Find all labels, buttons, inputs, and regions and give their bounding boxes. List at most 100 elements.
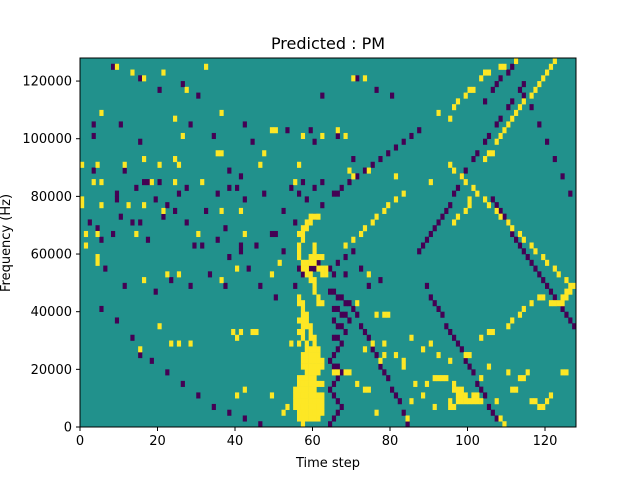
heatmap-cell-low	[142, 179, 147, 186]
heatmap-cell-high	[80, 196, 85, 203]
heatmap-cell-high	[180, 132, 185, 140]
heatmap-cell-high	[490, 328, 495, 336]
heatmap-cell-high	[568, 282, 573, 289]
heatmap-cell-high	[471, 398, 476, 405]
heatmap-cell-high	[362, 346, 368, 353]
chart-title: Predicted : PM	[271, 34, 385, 53]
heatmap-cell-low	[188, 282, 193, 289]
heatmap-cell-high	[564, 288, 569, 295]
heatmap-cell-high	[533, 398, 538, 405]
heatmap-cell-high	[347, 167, 352, 174]
heatmap-cell-high	[463, 92, 468, 99]
heatmap-cell-low	[223, 225, 228, 232]
y-tick-label: 40000	[31, 305, 72, 320]
x-tick-label: 20	[149, 434, 166, 449]
heatmap-cell-high	[308, 409, 313, 416]
heatmap-cell-high	[312, 213, 317, 220]
heatmap-cell-high	[533, 248, 538, 255]
plot-area	[79, 57, 577, 428]
heatmap-cell-high	[312, 248, 317, 255]
heatmap-cell-low	[293, 219, 298, 226]
heatmap-cell-high	[510, 115, 515, 122]
heatmap-cell-high	[308, 259, 313, 266]
y-tick-label: 100000	[22, 132, 72, 147]
heatmap-cell-high	[393, 173, 399, 180]
heatmap-cell-high	[459, 392, 464, 399]
heatmap-cell-low	[103, 265, 108, 272]
heatmap-cell-low	[436, 219, 441, 226]
heatmap-cell-high	[304, 398, 309, 405]
heatmap-cell-low	[355, 173, 360, 180]
heatmap-cell-high	[374, 409, 379, 416]
heatmap-cell-low	[428, 230, 433, 238]
heatmap-cell-high	[316, 415, 321, 422]
heatmap-cell-low	[130, 334, 135, 341]
x-tick-label: 100	[455, 434, 480, 449]
heatmap-cell-high	[312, 259, 317, 266]
heatmap-cell-low	[258, 421, 263, 428]
heatmap-cell-low	[351, 248, 356, 255]
heatmap-cell-high	[545, 259, 550, 266]
heatmap-cell-low	[215, 190, 220, 197]
heatmap-cell-high	[444, 375, 449, 382]
heatmap-cell-high	[521, 98, 526, 105]
heatmap-cell-high	[494, 398, 499, 405]
heatmap-cell-low	[235, 184, 240, 191]
heatmap-cell-high	[308, 277, 313, 284]
heatmap-cell-high	[479, 375, 484, 382]
heatmap-cell-low	[498, 207, 503, 214]
heatmap-cell-low	[331, 334, 337, 341]
heatmap-cell-high	[312, 409, 317, 416]
heatmap-cell-high	[157, 161, 162, 168]
heatmap-cell-high	[351, 236, 356, 243]
heatmap-cell-low	[223, 282, 228, 289]
heatmap-cell-high	[312, 242, 317, 249]
heatmap-cell-low	[242, 196, 247, 203]
heatmap-cell-high	[300, 236, 306, 243]
heatmap-cell-low	[227, 409, 232, 416]
heatmap-cell-high	[184, 86, 189, 93]
heatmap-cell-high	[258, 161, 263, 168]
heatmap-cell-high	[564, 277, 569, 284]
heatmap-cell-low	[254, 242, 259, 249]
heatmap-cell-high	[560, 369, 565, 376]
heatmap-cell-low	[200, 242, 205, 249]
heatmap-cell-high	[517, 375, 523, 382]
heatmap-cell-low	[188, 121, 193, 128]
heatmap-cell-high	[173, 115, 178, 122]
heatmap-cell-high	[312, 398, 317, 405]
heatmap-cell-high	[130, 69, 135, 76]
heatmap-cell-high	[312, 369, 317, 376]
heatmap-cell-high	[176, 161, 182, 168]
heatmap-cell-high	[308, 346, 313, 353]
heatmap-cell-high	[304, 363, 309, 370]
heatmap-cell-high	[91, 179, 96, 186]
heatmap-cell-low	[331, 392, 337, 399]
heatmap-cell-high	[300, 363, 306, 370]
heatmap-cell-high	[231, 328, 236, 336]
heatmap-cell-high	[324, 271, 329, 278]
heatmap-cell-high	[308, 375, 313, 382]
heatmap-cell-low	[506, 69, 511, 76]
heatmap-cell-high	[99, 202, 104, 209]
heatmap-cell-high	[529, 242, 534, 249]
heatmap-cell-high	[452, 386, 457, 393]
heatmap-cell-high	[455, 386, 461, 393]
y-tick-label: 60000	[31, 248, 72, 263]
heatmap-cell-low	[258, 282, 263, 289]
x-tick-label: 0	[76, 434, 84, 449]
heatmap-cell-low	[95, 225, 100, 232]
heatmap-cell-low	[444, 207, 449, 214]
heatmap-cell-high	[448, 403, 453, 411]
heatmap-cell-low	[452, 190, 457, 197]
heatmap-cell-low	[161, 213, 166, 220]
heatmap-cell-low	[386, 375, 391, 382]
heatmap-cell-low	[382, 369, 387, 376]
heatmap-cell-high	[541, 254, 546, 261]
x-tick-label: 60	[304, 434, 321, 449]
heatmap-cell-high	[312, 392, 317, 399]
heatmap-cell-high	[304, 219, 309, 226]
heatmap-cell-high	[463, 207, 468, 214]
heatmap-cell-high	[297, 392, 302, 399]
heatmap-cell-low	[293, 282, 298, 289]
